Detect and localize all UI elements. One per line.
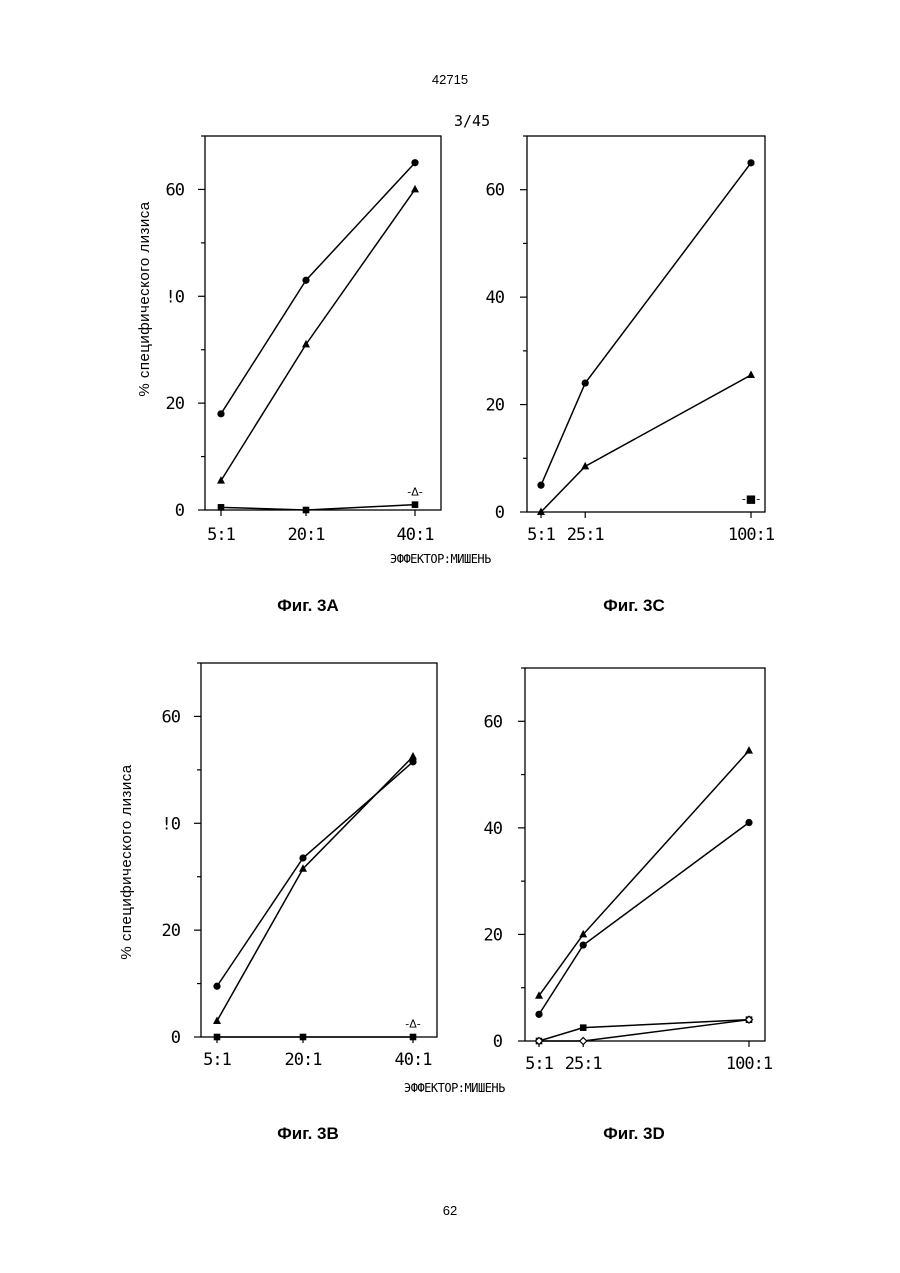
series-triangle-point — [745, 746, 753, 754]
caption-fig-3d: Фиг. 3D — [534, 1124, 734, 1144]
x-tick-label: 25:1 — [565, 1054, 603, 1074]
plot-frame — [525, 668, 765, 1041]
page-number: 62 — [0, 1203, 900, 1218]
series-circle-line — [539, 823, 749, 1015]
caption-fig-3c: Фиг. 3C — [534, 596, 734, 616]
series-circle-point — [535, 1011, 542, 1018]
series-diamond-open-line — [539, 1020, 749, 1041]
series-circle-point — [745, 819, 752, 826]
series-circle-point — [580, 941, 587, 948]
caption-fig-3b: Фиг. 3B — [208, 1124, 408, 1144]
y-tick-label: 60 — [484, 712, 503, 732]
series-diamond-open-point — [580, 1038, 587, 1045]
caption-fig-3a: Фиг. 3A — [208, 596, 408, 616]
y-tick-label: 20 — [484, 925, 503, 945]
series-triangle-line — [539, 751, 749, 996]
y-tick-label: 0 — [493, 1032, 503, 1052]
series-square-point — [580, 1024, 587, 1031]
x-tick-label: 5:1 — [525, 1054, 553, 1074]
y-tick-label: 40 — [484, 819, 503, 839]
series-square-line — [539, 1020, 749, 1041]
x-tick-label: 100:1 — [726, 1054, 773, 1074]
